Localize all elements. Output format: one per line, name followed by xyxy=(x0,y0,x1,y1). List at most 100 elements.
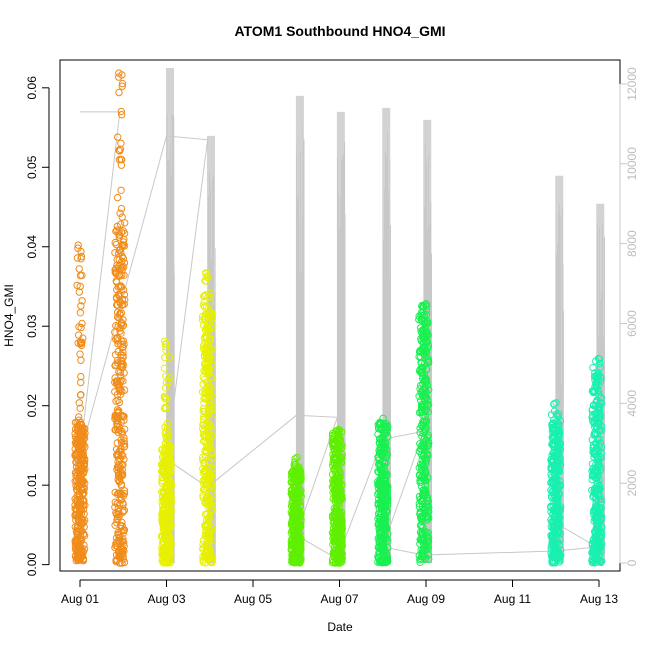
data-point xyxy=(162,404,170,412)
data-point xyxy=(553,439,562,447)
data-point xyxy=(114,340,122,348)
data-point xyxy=(202,277,210,285)
data-point xyxy=(549,488,557,496)
y2-tick-label: 2000 xyxy=(625,470,639,497)
data-point xyxy=(160,394,169,402)
data-point xyxy=(113,490,122,498)
data-point xyxy=(199,380,207,388)
data-point xyxy=(419,329,428,337)
data-point xyxy=(78,338,86,346)
cluster-0-1 xyxy=(111,69,129,567)
data-point xyxy=(375,548,383,557)
data-point xyxy=(418,369,426,377)
data-point xyxy=(552,547,560,556)
data-point xyxy=(199,558,207,566)
data-point xyxy=(335,550,344,558)
data-point xyxy=(418,491,427,499)
data-point xyxy=(591,484,599,492)
data-point xyxy=(118,357,126,366)
data-point xyxy=(78,455,87,463)
data-point xyxy=(549,432,557,440)
data-point xyxy=(116,231,124,239)
data-point xyxy=(79,489,88,497)
data-point xyxy=(292,557,300,565)
data-point xyxy=(160,513,169,521)
data-point xyxy=(76,544,84,552)
data-point xyxy=(75,416,83,424)
data-point xyxy=(164,437,173,445)
data-point xyxy=(114,514,122,523)
data-point xyxy=(76,350,84,358)
data-point xyxy=(288,545,296,553)
data-point xyxy=(289,471,298,480)
data-point xyxy=(116,272,124,280)
cluster-0-0 xyxy=(71,241,89,565)
data-point xyxy=(592,357,600,365)
data-point xyxy=(376,444,384,452)
data-point xyxy=(73,254,82,262)
data-point xyxy=(205,474,213,482)
data-point xyxy=(201,522,209,530)
data-point xyxy=(118,111,126,119)
data-point xyxy=(203,350,211,359)
data-point xyxy=(76,282,84,291)
data-point xyxy=(378,480,387,488)
data-point xyxy=(421,503,429,511)
data-point xyxy=(417,482,426,491)
data-point xyxy=(421,428,429,436)
data-point xyxy=(554,441,562,450)
data-point xyxy=(115,407,123,415)
data-point xyxy=(78,297,86,305)
data-point xyxy=(420,339,428,347)
data-point xyxy=(289,512,298,520)
y-tick-label: 0.02 xyxy=(25,394,39,418)
data-point xyxy=(379,414,387,422)
data-point xyxy=(162,536,170,544)
data-point xyxy=(420,473,429,482)
data-point xyxy=(117,248,125,257)
data-point xyxy=(205,545,214,553)
x-tick-label: Aug 05 xyxy=(234,592,272,606)
data-point xyxy=(295,558,303,566)
data-point xyxy=(73,426,82,435)
data-point xyxy=(423,378,431,386)
data-point xyxy=(73,554,81,563)
data-point xyxy=(293,453,301,462)
data-point xyxy=(199,556,207,564)
data-point xyxy=(111,378,119,387)
data-point xyxy=(79,497,87,505)
data-point xyxy=(161,384,170,392)
data-point xyxy=(381,516,389,524)
data-point xyxy=(201,551,209,559)
x-tick-label: Aug 01 xyxy=(61,592,99,606)
data-point xyxy=(72,458,80,466)
x-tick-label: Aug 09 xyxy=(407,592,445,606)
data-point xyxy=(377,517,386,526)
data-point xyxy=(205,420,214,429)
data-point xyxy=(200,303,209,311)
data-point xyxy=(336,435,344,444)
data-point xyxy=(116,298,124,306)
data-point xyxy=(113,416,121,424)
data-point xyxy=(593,423,601,431)
data-point xyxy=(595,484,603,492)
data-point xyxy=(375,419,383,428)
data-point xyxy=(376,475,384,483)
data-point xyxy=(553,508,561,516)
cluster-2-0 xyxy=(287,453,305,567)
data-point xyxy=(206,478,214,487)
data-point xyxy=(204,359,212,367)
data-point xyxy=(590,517,598,525)
data-point xyxy=(550,400,558,408)
data-point xyxy=(116,386,124,395)
data-point xyxy=(118,337,126,346)
data-point xyxy=(376,425,384,433)
data-point xyxy=(424,551,433,559)
data-point xyxy=(553,555,561,563)
data-point xyxy=(421,542,429,550)
data-point xyxy=(118,490,126,499)
data-point xyxy=(163,518,171,526)
data-point xyxy=(595,532,603,540)
data-point xyxy=(333,502,341,511)
data-point xyxy=(165,378,173,386)
